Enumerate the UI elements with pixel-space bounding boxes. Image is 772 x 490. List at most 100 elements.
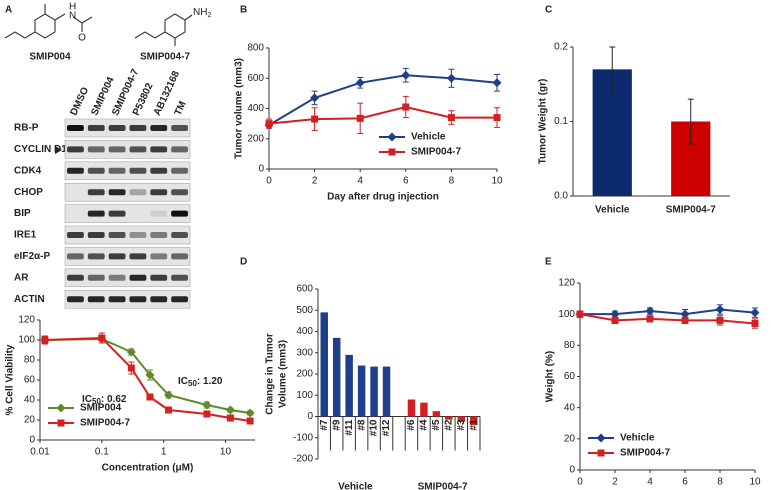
marker — [126, 347, 136, 357]
marker — [576, 310, 584, 318]
blot-band — [129, 167, 147, 174]
marker — [645, 306, 655, 316]
blot-band — [108, 167, 126, 174]
bar — [320, 312, 328, 417]
blot-band — [129, 189, 147, 196]
x-tick-label: #8 — [356, 419, 367, 431]
blot-band — [171, 296, 188, 303]
x-tick-label: #5 — [431, 419, 442, 431]
marker — [41, 336, 49, 344]
blot-band — [171, 125, 188, 131]
y-axis-title: Weight (%) — [545, 351, 556, 402]
x-tick-label: 0 — [266, 176, 272, 187]
atom: H — [69, 2, 76, 13]
structure-smip004 — [4, 4, 93, 39]
x-tick-label: #11 — [344, 419, 355, 436]
blot-band — [67, 253, 84, 260]
y-tick-label: 0 — [307, 411, 313, 422]
marker — [402, 103, 410, 111]
line — [268, 74, 498, 126]
protein-label: BIP — [14, 208, 31, 219]
y-tick-label: 20 — [24, 415, 36, 426]
blot-strip — [64, 289, 191, 309]
marker — [610, 309, 620, 319]
atom: N — [69, 11, 76, 22]
marker — [146, 393, 154, 401]
blot-band — [150, 167, 168, 174]
x-tick-label: 0.01 — [30, 447, 50, 458]
y-tick-label: 40 — [24, 395, 36, 406]
blot-band — [150, 296, 168, 303]
marker — [681, 316, 689, 324]
blot-band — [87, 274, 105, 281]
blot-band — [171, 167, 188, 174]
blot-band — [129, 146, 147, 153]
blot-band — [108, 296, 126, 303]
panel-label: E — [545, 257, 552, 268]
blot-band — [67, 167, 84, 174]
blot-band — [87, 167, 105, 174]
protein-label: CHOP — [14, 187, 43, 198]
blot-band — [129, 232, 147, 238]
x-tick-label: 10 — [220, 447, 232, 458]
blot-band — [171, 189, 188, 196]
blot-strip — [64, 247, 191, 266]
marker — [493, 114, 501, 122]
y-tick-label: 100 — [558, 309, 575, 320]
marker — [226, 414, 234, 422]
x-tick-label: SMIP004-7 — [666, 205, 716, 216]
line — [44, 337, 251, 414]
compound-name: SMIP004 — [29, 52, 71, 63]
annotation: IC50: 0.62 — [82, 394, 127, 406]
protein-label: CYCLIN D1 — [14, 144, 67, 155]
y-tick-label: 500 — [296, 305, 313, 316]
bar — [357, 365, 366, 417]
marker — [56, 403, 66, 413]
blot-band — [129, 274, 147, 281]
annotation-subscript: 50 — [92, 397, 101, 406]
blot-band — [108, 274, 126, 281]
x-axis-title: Day after drug injection — [327, 192, 439, 203]
atom: O — [78, 33, 86, 44]
atom: NH — [193, 7, 207, 18]
blot-band — [150, 125, 168, 131]
bar — [370, 366, 378, 417]
y-axis-title: Volume (mm3) — [278, 340, 289, 408]
x-tick-label: 6 — [682, 477, 688, 488]
x-tick-label: #7 — [319, 419, 330, 431]
marker — [646, 315, 654, 323]
blot-band — [171, 253, 188, 260]
marker — [246, 417, 254, 425]
x-tick-label: #12 — [381, 419, 392, 436]
blot-band — [87, 189, 105, 196]
marker — [202, 400, 212, 410]
protein-label: IRE1 — [14, 230, 37, 241]
blot-band — [67, 146, 84, 153]
x-tick-label: 0.1 — [95, 447, 109, 458]
x-tick-label: #6 — [406, 419, 417, 431]
marker — [492, 78, 502, 88]
blot-band — [150, 146, 168, 153]
panel-label: C — [545, 5, 552, 16]
ring — [34, 13, 56, 39]
y-tick-label: 0 — [569, 465, 575, 476]
y-tick-label: 600 — [296, 284, 313, 295]
panel-label: A — [5, 5, 12, 16]
chain — [4, 31, 36, 39]
marker — [596, 433, 606, 443]
marker — [356, 114, 364, 122]
marker — [311, 115, 319, 123]
blot-band — [87, 296, 105, 303]
bond — [184, 14, 193, 21]
protein-label: CDK4 — [14, 165, 42, 176]
blot-band — [150, 189, 168, 196]
marker — [165, 406, 173, 414]
y-axis-title: % Cell Viability — [5, 344, 16, 415]
blot-band — [87, 125, 105, 131]
x-tick-label: #1 — [468, 419, 479, 431]
blot-band — [171, 210, 188, 217]
blot-strip — [64, 182, 191, 202]
bar — [470, 416, 478, 425]
bar — [457, 416, 466, 422]
